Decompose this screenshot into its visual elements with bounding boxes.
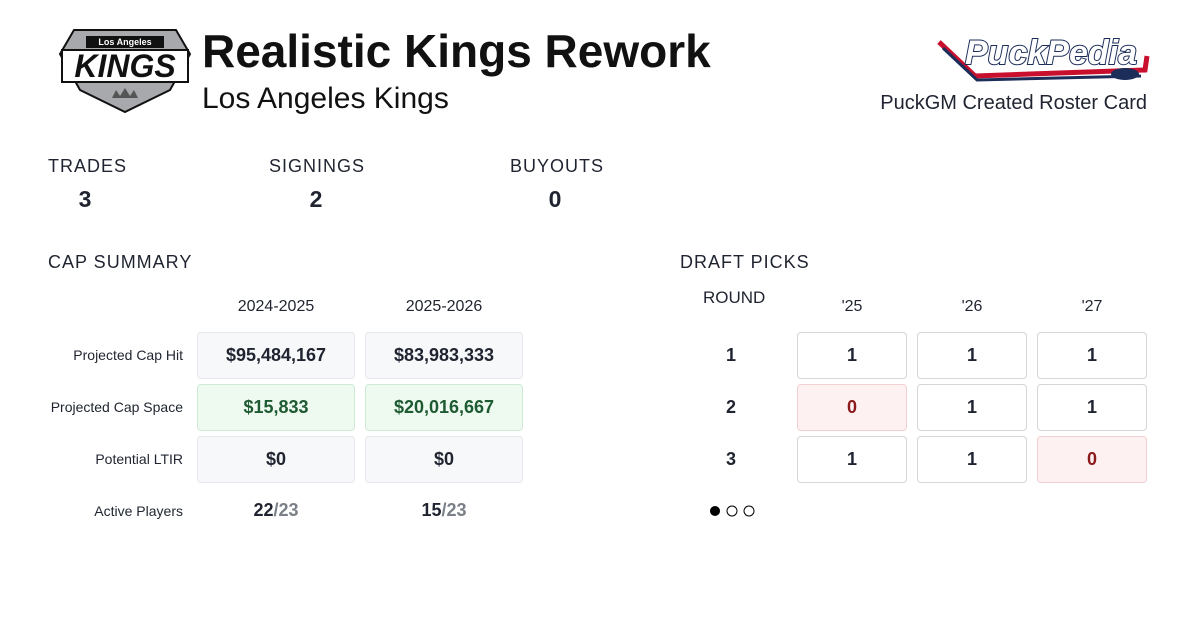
pagination: [709, 504, 757, 521]
pick-cell: 1: [1037, 332, 1147, 379]
row-label: Potential LTIR: [95, 451, 183, 467]
brand-logo: PuckPedia: [937, 33, 1150, 82]
stat-label: BUYOUTS: [510, 156, 605, 176]
pick-cell: 1: [797, 436, 907, 483]
stat-label: TRADES: [48, 156, 128, 176]
cap-cell: $0: [365, 436, 523, 483]
pick-cell: 1: [917, 384, 1027, 431]
active-players: 15/23: [365, 500, 523, 521]
pick-cell: 1: [1037, 384, 1147, 431]
logo-top-text: Los Angeles: [98, 37, 151, 47]
pagination-dots: [710, 505, 755, 517]
stat-value: 3: [78, 186, 92, 212]
pick-cell: 1: [797, 332, 907, 379]
round-label: ROUND: [703, 288, 766, 307]
draft-picks-title: DRAFT PICKS: [680, 252, 810, 272]
active-count: 22: [253, 500, 274, 520]
stat-value: 2: [309, 186, 323, 212]
cap-summary-title: CAP SUMMARY: [48, 252, 193, 272]
subtitle: Los Angeles Kings: [202, 82, 449, 115]
team-logo: Los Angeles KINGS: [58, 29, 192, 114]
column-header: 2025-2026: [405, 298, 483, 315]
cap-cell: $0: [197, 436, 355, 483]
cap-cell: $83,983,333: [365, 332, 523, 379]
stat-label: SIGNINGS: [269, 156, 366, 176]
cap-cell: $15,833: [197, 384, 355, 431]
cap-cell: $20,016,667: [365, 384, 523, 431]
year-header: '25: [841, 298, 863, 315]
round-number: 1: [725, 345, 736, 365]
active-count: 15: [421, 500, 442, 520]
year-header: '27: [1081, 298, 1103, 315]
row-label: Projected Cap Hit: [73, 347, 183, 363]
pick-cell: 0: [797, 384, 907, 431]
stat-value: 0: [548, 186, 562, 212]
round-number: 2: [725, 397, 736, 417]
brand-text: PuckPedia: [965, 34, 1137, 72]
row-label: Projected Cap Space: [50, 399, 183, 415]
card-label: PuckGM Created Roster Card: [880, 92, 1147, 114]
pick-cell: 1: [917, 436, 1027, 483]
column-header: 2024-2025: [237, 298, 315, 315]
logo-main-text: KINGS: [74, 48, 176, 84]
pick-cell: 0: [1037, 436, 1147, 483]
cap-cell: $95,484,167: [197, 332, 355, 379]
active-limit: /23: [441, 500, 467, 520]
active-limit: /23: [273, 500, 299, 520]
row-label: Active Players: [94, 503, 183, 519]
round-number: 3: [725, 449, 736, 469]
title: Realistic Kings Rework: [202, 25, 711, 77]
pick-cell: 1: [917, 332, 1027, 379]
active-players: 22/23: [197, 500, 355, 521]
year-header: '26: [961, 298, 983, 315]
